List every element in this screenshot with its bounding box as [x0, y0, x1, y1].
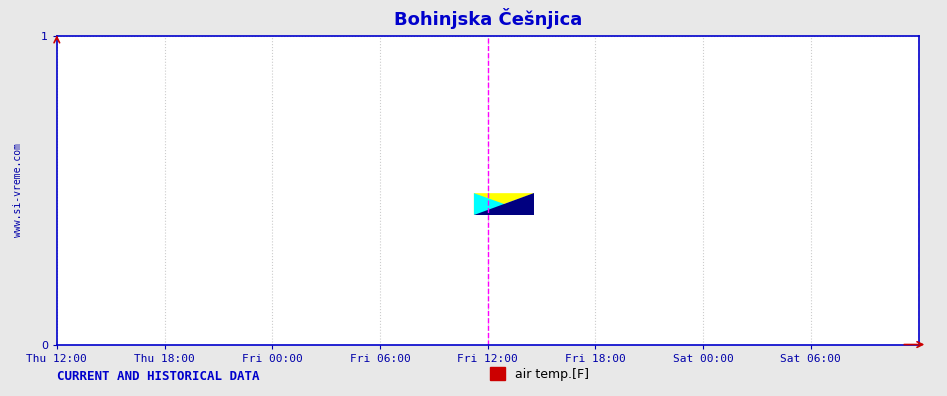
Polygon shape	[474, 193, 534, 215]
Text: CURRENT AND HISTORICAL DATA: CURRENT AND HISTORICAL DATA	[57, 370, 259, 383]
Polygon shape	[474, 193, 534, 215]
Text: www.si-vreme.com: www.si-vreme.com	[13, 143, 23, 237]
Legend: air temp.[F]: air temp.[F]	[485, 362, 595, 386]
Polygon shape	[474, 193, 534, 215]
Title: Bohinjska Češnjica: Bohinjska Češnjica	[394, 8, 581, 29]
